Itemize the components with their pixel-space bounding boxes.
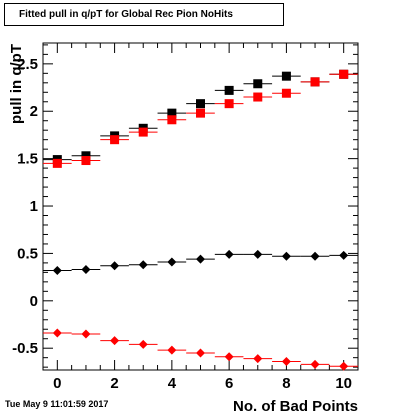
- data-point: [310, 359, 320, 369]
- data-point: [281, 356, 291, 366]
- x-axis-title: No. of Bad Points: [233, 398, 358, 414]
- data-point: [110, 261, 120, 271]
- data-point: [196, 99, 205, 109]
- x-tick-label: 10: [335, 375, 352, 392]
- data-point: [52, 328, 62, 338]
- chart-title-box: Fitted pull in q/pT for Global Rec Pion …: [4, 3, 284, 26]
- data-point: [224, 249, 234, 259]
- data-point: [281, 88, 291, 98]
- y-tick-label: 0: [30, 293, 38, 310]
- data-point: [167, 257, 177, 267]
- data-point: [138, 127, 148, 137]
- data-point: [167, 108, 177, 118]
- data-point: [167, 345, 177, 355]
- timestamp-label: Tue May 9 11:01:59 2017: [5, 399, 109, 409]
- data-point: [224, 85, 234, 95]
- tick-labels: 0 2 4 6 8 10 -0.5 0 0.5 1 1.5 2 2.5: [12, 56, 352, 392]
- data-point: [224, 99, 234, 109]
- data-point: [339, 69, 349, 79]
- data-point: [310, 77, 320, 87]
- x-tick-label: 4: [168, 375, 177, 392]
- data-point: [138, 339, 148, 349]
- data-point: [281, 251, 291, 261]
- data-point: [310, 251, 320, 261]
- x-tick-label: 8: [282, 375, 290, 392]
- data-point: [81, 265, 91, 275]
- data-point: [81, 156, 91, 166]
- data-point: [253, 354, 263, 364]
- y-tick-label: 1: [30, 198, 38, 215]
- data-point: [52, 158, 62, 168]
- series-3: [43, 249, 358, 275]
- data-point: [196, 348, 205, 358]
- x-tick-label: 0: [53, 375, 61, 392]
- data-point: [52, 265, 62, 275]
- data-point: [224, 352, 234, 362]
- data-point: [253, 249, 263, 259]
- y-tick-label: 2.5: [17, 56, 38, 73]
- data-point: [167, 115, 177, 125]
- chart-title: Fitted pull in q/pT for Global Rec Pion …: [19, 9, 233, 20]
- data-point: [110, 135, 120, 145]
- data-point: [196, 108, 205, 118]
- data-point: [253, 79, 263, 89]
- data-point: [138, 260, 148, 270]
- data-point: [339, 361, 349, 371]
- x-tick-label: 6: [225, 375, 233, 392]
- data-point: [110, 336, 120, 346]
- x-tick-label: 2: [110, 375, 118, 392]
- data-point: [281, 71, 291, 81]
- y-tick-label: 2: [30, 103, 38, 120]
- axis-ticks: [42, 43, 359, 370]
- plot-frame: [42, 42, 359, 371]
- y-tick-label: -0.5: [12, 340, 38, 357]
- data-point: [339, 250, 349, 260]
- data-point: [253, 92, 263, 102]
- series-4: [43, 328, 358, 371]
- series-2: [43, 69, 358, 168]
- data-point: [81, 329, 91, 339]
- data-point: [81, 151, 91, 161]
- data-marks: [43, 69, 358, 371]
- y-tick-label: 0.5: [17, 245, 38, 262]
- y-axis-title: pull in q/pT: [8, 44, 25, 124]
- y-tick-label: 1.5: [17, 151, 38, 168]
- data-point: [196, 254, 205, 264]
